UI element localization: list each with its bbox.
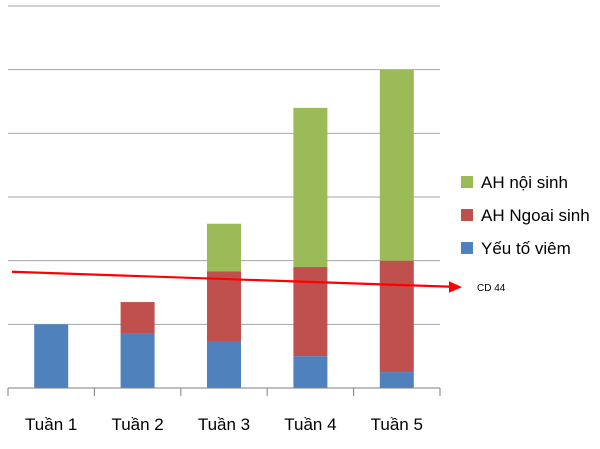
x-axis <box>7 387 441 396</box>
x-tick-label: Tuần 2 <box>111 415 163 434</box>
bar-segment <box>293 267 328 357</box>
bar-segment <box>293 107 328 268</box>
bar-segment <box>207 341 241 388</box>
annotation-arrow-head <box>449 281 462 293</box>
x-tick-label: Tuần 5 <box>371 415 423 434</box>
bar-segment <box>293 356 328 388</box>
legend-swatch <box>461 176 473 188</box>
legend-label: AH nội sinh <box>481 173 568 192</box>
bar-segment <box>120 302 155 334</box>
bar-segment <box>379 372 414 388</box>
legend-label: Yếu tố viêm <box>481 239 571 258</box>
annotation-label: CD 44 <box>477 283 506 294</box>
legend-swatch <box>461 209 473 221</box>
bar-segment <box>34 324 69 388</box>
annotation-arrow-line <box>11 270 453 288</box>
bar-segment <box>379 69 414 261</box>
x-tick-label: Tuần 4 <box>284 415 336 434</box>
legend-label: AH Ngoai sinh <box>481 206 590 225</box>
grid-lines <box>8 5 440 325</box>
x-tick-label: Tuần 3 <box>198 415 250 434</box>
bar-segment <box>207 271 241 342</box>
legend-swatch <box>461 242 473 254</box>
legend: AH nội sinh AH Ngoai sinh Yếu tố viêm <box>461 173 590 258</box>
bar-segment <box>207 223 241 272</box>
cd44-annotation: CD 44 <box>11 270 506 294</box>
x-tick-labels: Tuần 1 Tuần 2 Tuần 3 Tuần 4 Tuần 5 <box>25 415 423 434</box>
bar-segment <box>379 260 414 373</box>
x-tick-label: Tuần 1 <box>25 415 77 434</box>
bars <box>34 69 414 388</box>
bar-segment <box>120 333 155 388</box>
